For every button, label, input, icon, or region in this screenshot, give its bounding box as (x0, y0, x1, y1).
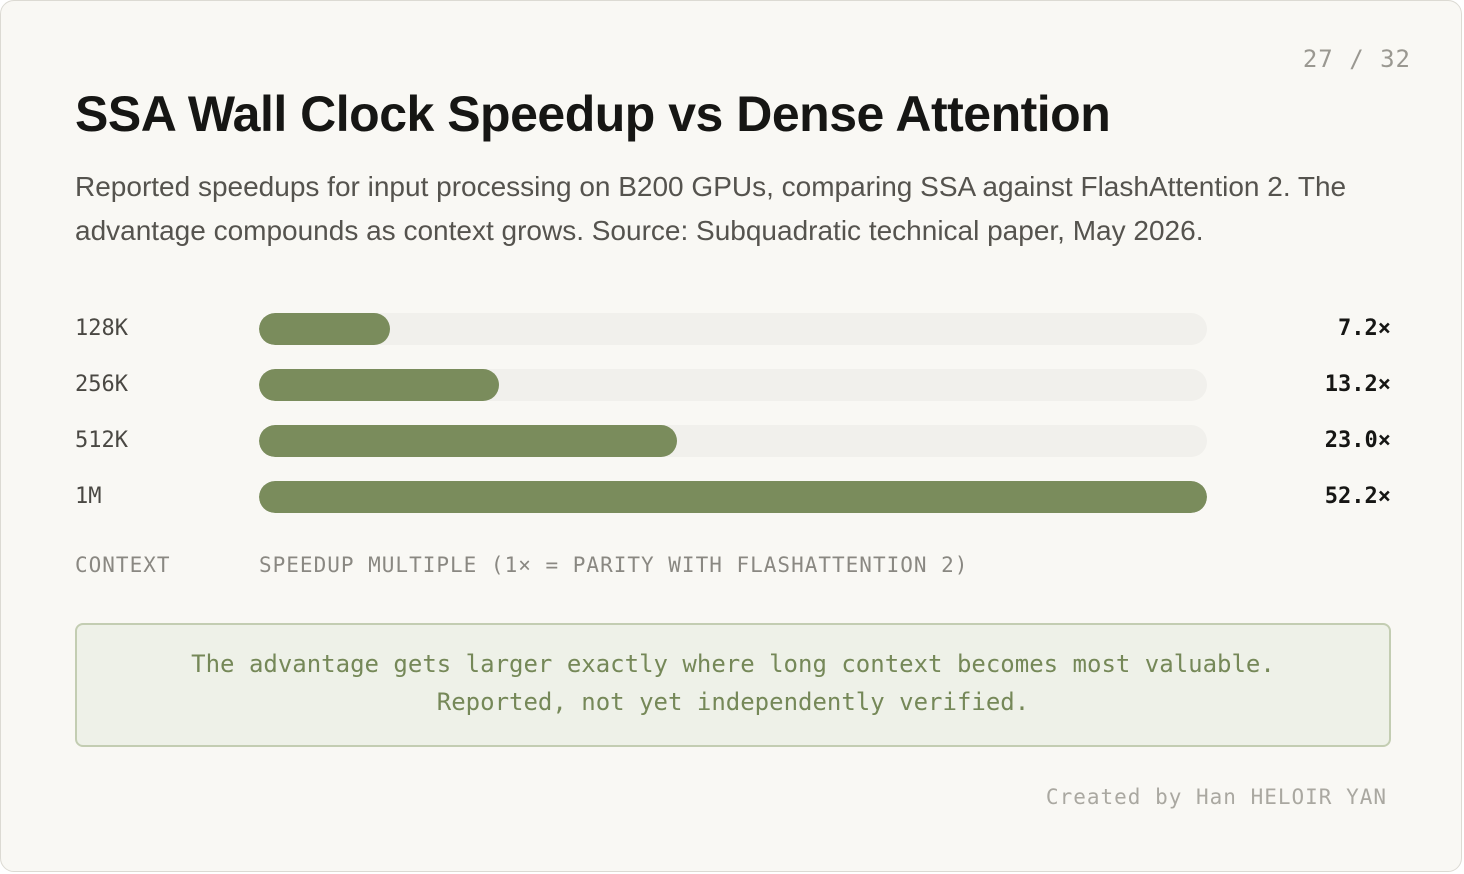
bar-row: 1M 52.2× (75, 481, 1391, 513)
y-axis-label: CONTEXT (75, 553, 171, 577)
callout-line-2: Reported, not yet independently verified… (436, 688, 1030, 716)
bar (259, 369, 499, 401)
bar-row: 256K 13.2× (75, 369, 1391, 401)
bar-category-label: 128K (75, 316, 128, 341)
bar-track (259, 425, 1207, 457)
callout-box: The advantage gets larger exactly where … (75, 623, 1391, 747)
bar (259, 481, 1207, 513)
x-axis-label: SPEEDUP MULTIPLE (1× = PARITY WITH FLASH… (259, 553, 969, 577)
bar-value-label: 7.2× (1338, 316, 1391, 341)
bar-track (259, 313, 1207, 345)
page-number: 27 / 32 (1302, 45, 1411, 73)
bar-chart: 128K 7.2× 256K 13.2× 512K 23.0× 1M 52.2× (75, 313, 1391, 533)
chart-title: SSA Wall Clock Speedup vs Dense Attentio… (75, 86, 1111, 142)
bar (259, 313, 390, 345)
bar-value-label: 23.0× (1324, 428, 1391, 453)
bar-value-label: 13.2× (1324, 372, 1391, 397)
credit-text: Created by Han HELOIR YAN (1045, 785, 1387, 809)
bar-category-label: 256K (75, 372, 128, 397)
bar-category-label: 1M (75, 484, 102, 509)
bar-category-label: 512K (75, 428, 128, 453)
bar (259, 425, 677, 457)
bar-row: 128K 7.2× (75, 313, 1391, 345)
chart-subtitle: Reported speedups for input processing o… (75, 171, 1347, 246)
bar-value-label: 52.2× (1324, 484, 1391, 509)
callout-line-1: The advantage gets larger exactly where … (191, 650, 1275, 678)
bar-row: 512K 23.0× (75, 425, 1391, 457)
bar-track (259, 369, 1207, 401)
bar-track (259, 481, 1207, 513)
